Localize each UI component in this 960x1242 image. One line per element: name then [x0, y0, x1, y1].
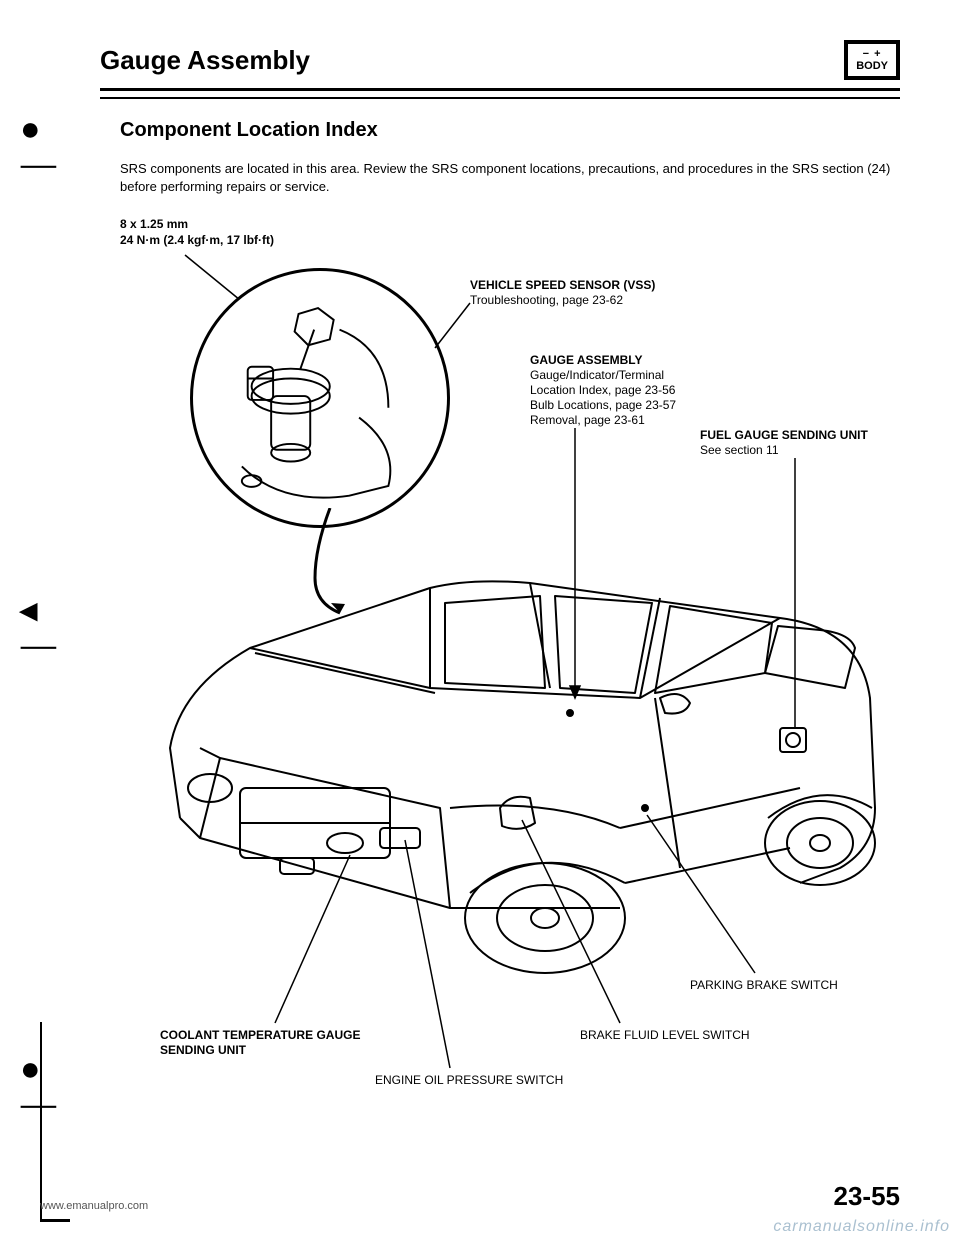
callout-gauge: GAUGE ASSEMBLY Gauge/Indicator/Terminal … [530, 353, 676, 428]
leader-vss [430, 298, 480, 358]
vss-detail-icon [193, 271, 447, 525]
header: Gauge Assembly − + BODY [100, 40, 900, 91]
divider [100, 97, 900, 99]
page: Gauge Assembly − + BODY Component Locati… [0, 0, 960, 1242]
leader-oil [400, 838, 460, 1073]
section-subtitle: Component Location Index [120, 119, 900, 142]
page-title: Gauge Assembly [100, 45, 310, 76]
callout-brakefluid: BRAKE FLUID LEVEL SWITCH [580, 1028, 750, 1043]
leader-gauge [560, 428, 600, 708]
leader-coolant [270, 853, 360, 1033]
intro-text: SRS components are located in this area.… [120, 160, 900, 195]
leader-fuel [780, 458, 810, 738]
callout-fuel: FUEL GAUGE SENDING UNIT See section 11 [700, 428, 868, 458]
callout-oil: ENGINE OIL PRESSURE SWITCH [375, 1073, 563, 1088]
footer: www.emanualpro.com 23-55 [0, 1181, 900, 1212]
body-badge: − + BODY [844, 40, 900, 80]
page-number: 23-55 [834, 1181, 901, 1212]
leader-parking [645, 813, 765, 983]
callout-vss: VEHICLE SPEED SENSOR (VSS) Troubleshooti… [470, 278, 655, 308]
leader-brakefluid [520, 818, 630, 1028]
diagram: VEHICLE SPEED SENSOR (VSS) Troubleshooti… [100, 258, 900, 1038]
watermark: carmanualsonline.info [773, 1218, 950, 1236]
footer-url: www.emanualpro.com [40, 1200, 148, 1212]
torque-spec: 8 x 1.25 mm 24 N·m (2.4 kgf·m, 17 lbf·ft… [120, 217, 900, 248]
